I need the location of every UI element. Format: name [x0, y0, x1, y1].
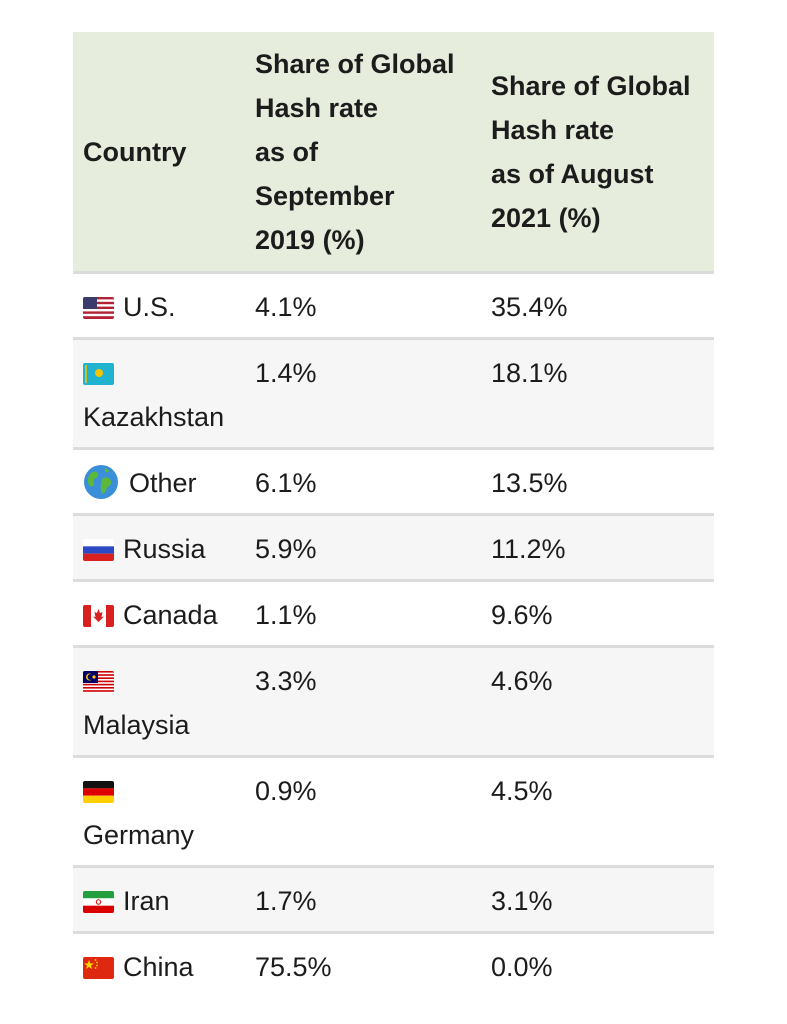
china-flag-icon — [83, 957, 114, 979]
aug2021-value: 4.5% — [491, 776, 553, 806]
country-cell: Canada — [73, 582, 245, 645]
iran-flag-icon — [83, 891, 114, 913]
header-aug2021: Share of Global Hash rate as of August 2… — [481, 32, 714, 271]
russia-flag-icon — [83, 539, 114, 561]
globe-icon — [83, 464, 119, 500]
country-name: U.S. — [123, 292, 176, 322]
header-line: Share of Global — [255, 48, 455, 79]
table-row: China 75.5% 0.0% — [73, 934, 714, 1000]
malaysia-flag-icon — [83, 671, 114, 693]
aug2021-value: 11.2% — [491, 534, 566, 564]
header-sep2019-label: Share of Global Hash rate as of Septembe… — [255, 42, 455, 262]
aug2021-value: 9.6% — [491, 600, 553, 630]
canada-flag-icon — [83, 605, 114, 627]
country-cell: Kazakhstan — [73, 340, 245, 447]
country-name: China — [123, 952, 194, 982]
header-line: 2021 (%) — [491, 202, 601, 233]
country-name: Canada — [123, 600, 218, 630]
aug2021-value: 3.1% — [491, 886, 553, 916]
sep2019-value: 1.1% — [255, 600, 317, 630]
header-line: as of August — [491, 158, 654, 189]
header-sep2019: Share of Global Hash rate as of Septembe… — [245, 32, 481, 271]
aug2021-value: 13.5% — [491, 468, 568, 498]
sep2019-value: 6.1% — [255, 468, 317, 498]
header-line: Hash rate — [491, 114, 615, 145]
header-aug2021-label: Share of Global Hash rate as of August 2… — [491, 64, 691, 240]
sep2019-value: 75.5% — [255, 952, 332, 982]
header-country-label: Country — [83, 136, 187, 167]
us-flag-icon — [83, 297, 114, 319]
country-cell: Malaysia — [73, 648, 245, 755]
country-name: Iran — [123, 886, 170, 916]
country-cell: Iran — [73, 868, 245, 931]
table-row: U.S. 4.1% 35.4% — [73, 274, 714, 340]
aug2021-value: 35.4% — [491, 292, 568, 322]
header-line: Hash rate — [255, 92, 379, 123]
header-line: as of — [255, 136, 319, 167]
hash-rate-table: Country Share of Global Hash rate as of … — [73, 32, 714, 1000]
sep2019-value: 1.4% — [255, 358, 317, 388]
table-row: Kazakhstan 1.4% 18.1% — [73, 340, 714, 450]
country-name: Germany — [83, 820, 195, 850]
sep2019-value: 5.9% — [255, 534, 317, 564]
country-cell: U.S. — [73, 274, 245, 337]
sep2019-value: 1.7% — [255, 886, 317, 916]
aug2021-value: 0.0% — [491, 952, 553, 982]
table-header: Country Share of Global Hash rate as of … — [73, 32, 714, 274]
table-row: Russia 5.9% 11.2% — [73, 516, 714, 582]
header-line: Share of Global — [491, 70, 691, 101]
sep2019-value: 0.9% — [255, 776, 317, 806]
header-line: September — [255, 180, 395, 211]
country-name: Russia — [123, 534, 206, 564]
country-name: Other — [129, 468, 197, 498]
header-line: 2019 (%) — [255, 224, 365, 255]
table-row: Germany 0.9% 4.5% — [73, 758, 714, 868]
country-cell: Other — [73, 450, 245, 513]
sep2019-value: 4.1% — [255, 292, 317, 322]
country-name: Kazakhstan — [83, 402, 225, 432]
aug2021-value: 18.1% — [491, 358, 568, 388]
table-row: Other 6.1% 13.5% — [73, 450, 714, 516]
header-country: Country — [73, 32, 245, 271]
country-cell: China — [73, 934, 245, 1000]
sep2019-value: 3.3% — [255, 666, 317, 696]
country-cell: Russia — [73, 516, 245, 579]
table-row: Malaysia 3.3% 4.6% — [73, 648, 714, 758]
table-row: Iran 1.7% 3.1% — [73, 868, 714, 934]
germany-flag-icon — [83, 781, 114, 803]
table-row: Canada 1.1% 9.6% — [73, 582, 714, 648]
kazakhstan-flag-icon — [83, 363, 114, 385]
aug2021-value: 4.6% — [491, 666, 553, 696]
country-name: Malaysia — [83, 710, 190, 740]
country-cell: Germany — [73, 758, 245, 865]
